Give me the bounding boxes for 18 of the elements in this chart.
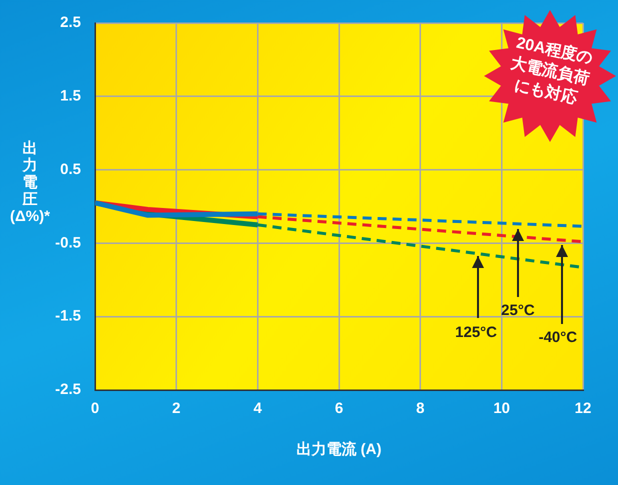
y-tick-label: -1.5 (55, 308, 81, 325)
annotation: 125°C (454, 324, 498, 342)
y-tick-label: -0.5 (55, 234, 81, 252)
x-tick-label: 12 (574, 400, 592, 418)
y-tick-label: 2.5 (60, 14, 81, 32)
y-axis-title: 出力電圧 (Δ%)* (9, 140, 51, 225)
x-tick-label: 0 (90, 400, 100, 418)
x-axis-title: 出力電流 (A) (296, 440, 382, 459)
x-tick-label: 8 (416, 400, 425, 418)
annotation: -40°C (538, 329, 578, 348)
x-tick-label: 10 (493, 400, 510, 418)
x-tick-label: 2 (172, 400, 181, 418)
y-tick-label: -2.5 (55, 381, 81, 398)
y-tick-label: 0.5 (60, 160, 81, 178)
x-tick-label: 4 (253, 400, 262, 418)
x-tick-label: 6 (334, 400, 344, 418)
annotation: 20A程度の大電流負荷にも対応 (508, 34, 595, 109)
y-tick-label: 1.5 (60, 88, 81, 105)
